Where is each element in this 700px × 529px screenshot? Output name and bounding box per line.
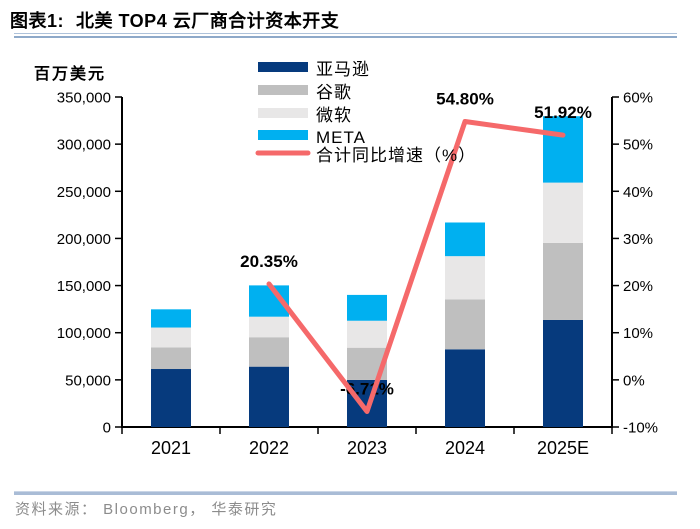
y-axis-tick-label: 200,000	[57, 231, 111, 248]
legend-swatch-谷歌	[258, 85, 308, 95]
capex-stacked-bar-chart: 0 50,000 100,000 150,000 200,000 250,000 300,0…	[34, 60, 658, 458]
growth-label: 20.35%	[240, 252, 298, 271]
bar-segment-谷歌-2022	[249, 337, 289, 367]
y2-axis-tick-label: 40%	[623, 184, 653, 201]
x-axis-label: 2021	[151, 438, 191, 458]
bar-segment-谷歌-2021	[151, 347, 191, 370]
y-axis-tick-label: 250,000	[57, 184, 111, 201]
bar-segment-亚马逊-2024	[445, 349, 485, 427]
growth-line	[266, 119, 566, 414]
legend-label: 亚马逊	[316, 60, 370, 79]
bar-segment-META-2024	[445, 222, 485, 257]
x-axis-label: 2025E	[537, 438, 589, 458]
legend-swatch-微软	[258, 108, 308, 118]
source-note: 资料来源： Bloomberg， 华泰研究	[15, 501, 278, 518]
y-axis-tick-label: 50,000	[65, 372, 111, 389]
bar-segment-谷歌-2024	[445, 299, 485, 350]
y2-axis-tick-label: 50%	[623, 137, 653, 154]
footer-divider	[14, 491, 677, 495]
title-divider	[14, 33, 677, 38]
left-axis-unit-label: 百万美元	[34, 64, 106, 83]
y2-axis-tick-label: -10%	[623, 420, 658, 437]
y-axis-tick-label: 300,000	[57, 137, 111, 154]
growth-label: 54.80%	[436, 90, 494, 109]
bar-segment-META-2021	[151, 309, 191, 328]
bar-segment-META-2025E	[543, 116, 583, 183]
y-axis-tick-label: 0	[103, 420, 111, 437]
y-axis-tick-label: 100,000	[57, 325, 111, 342]
bar-segment-亚马逊-2022	[249, 366, 289, 427]
bar-segment-亚马逊-2021	[151, 369, 191, 427]
figure-number: 图表1:	[10, 11, 65, 31]
bar-segment-META-2023	[347, 294, 387, 321]
bar-segment-亚马逊-2023	[347, 379, 387, 427]
bar-segment-微软-2025E	[543, 182, 583, 243]
bar-segment-微软-2022	[249, 316, 289, 338]
x-axis-label: 2023	[347, 438, 387, 458]
y2-axis-tick-label: 20%	[623, 278, 653, 295]
bar-segment-亚马逊-2025E	[543, 319, 583, 427]
y2-axis-tick-label: 0%	[623, 372, 645, 389]
legend-label: 微软	[316, 106, 352, 125]
figure-title-row: 图表1: 北美 TOP4 云厂商合计资本开支	[10, 7, 339, 33]
y-axis-tick-label: 150,000	[57, 278, 111, 295]
y-axis-tick-label: 350,000	[57, 90, 111, 107]
legend-label: 谷歌	[316, 83, 352, 102]
legend-label: META	[316, 128, 366, 147]
y2-axis-tick-label: 60%	[623, 90, 653, 107]
legend-swatch-META	[258, 130, 308, 140]
figure-title: 北美 TOP4 云厂商合计资本开支	[76, 11, 340, 31]
x-axis-label: 2024	[445, 438, 485, 458]
legend-label: 合计同比增速（%）	[316, 146, 476, 165]
y2-axis-tick-label: 30%	[623, 231, 653, 248]
bar-segment-微软-2021	[151, 327, 191, 348]
y2-axis-tick-label: 10%	[623, 325, 653, 342]
growth-label: 51.92%	[534, 103, 592, 122]
x-axis-label: 2022	[249, 438, 289, 458]
bar-segment-微软-2023	[347, 320, 387, 348]
legend-swatch-亚马逊	[258, 62, 308, 72]
bar-segment-谷歌-2025E	[543, 242, 583, 320]
bar-segment-微软-2024	[445, 256, 485, 300]
